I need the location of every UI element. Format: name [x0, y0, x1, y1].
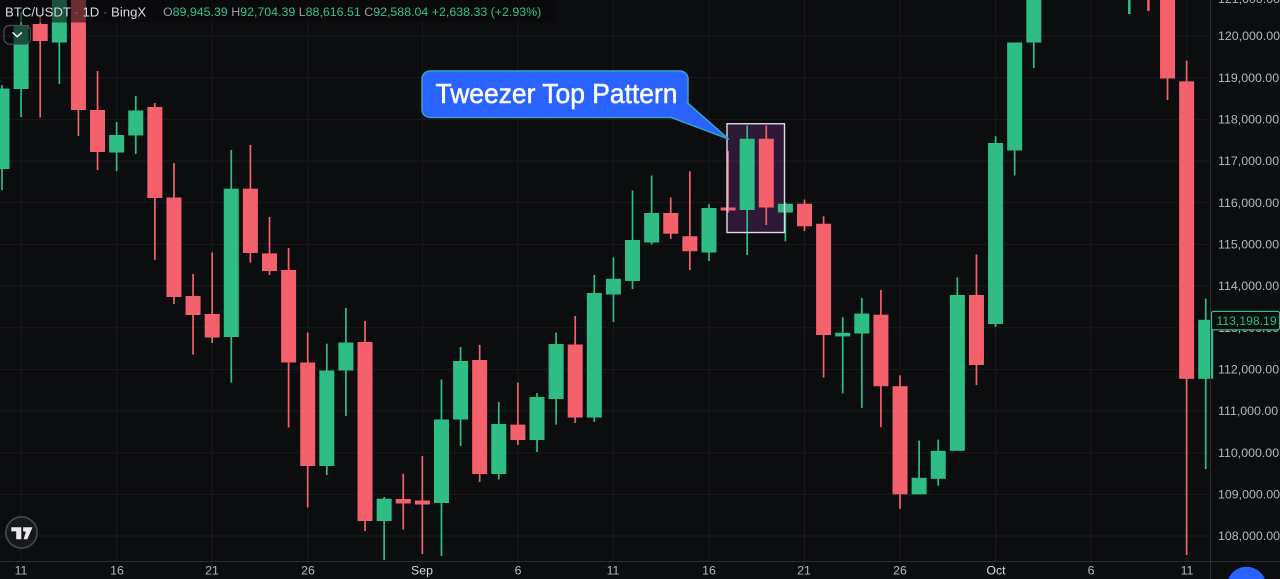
svg-text:Sep: Sep: [411, 564, 433, 578]
svg-text:119,000.00: 119,000.00: [1218, 71, 1279, 85]
svg-text:121,000.00: 121,000.00: [1218, 0, 1280, 2]
svg-text:117,000.00: 117,000.00: [1218, 154, 1279, 168]
svg-text:6: 6: [1088, 564, 1095, 578]
svg-text:16: 16: [110, 564, 124, 578]
svg-text:21: 21: [797, 564, 811, 578]
svg-text:118,000.00: 118,000.00: [1218, 113, 1279, 127]
svg-text:BTC/USDT · 1D · BingX: BTC/USDT · 1D · BingX: [5, 5, 146, 20]
svg-text:26: 26: [301, 564, 315, 578]
svg-text:6: 6: [515, 564, 522, 578]
svg-text:110,000.00: 110,000.00: [1218, 446, 1279, 460]
svg-text:11: 11: [15, 564, 28, 578]
svg-text:114,000.00: 114,000.00: [1218, 279, 1279, 293]
svg-text:111,000.00: 111,000.00: [1218, 404, 1278, 418]
svg-text:108,000.00: 108,000.00: [1218, 529, 1280, 543]
svg-text:11: 11: [1181, 564, 1194, 578]
svg-text:26: 26: [893, 564, 907, 578]
svg-text:16: 16: [702, 564, 716, 578]
svg-text:113,198.19: 113,198.19: [1217, 314, 1277, 328]
svg-text:11: 11: [607, 564, 620, 578]
svg-text:121,000.00: 121,000.00: [1218, 0, 1280, 6]
svg-text:Oct: Oct: [986, 564, 1006, 578]
svg-text:O89,945.39 H92,704.39 L88,616.: O89,945.39 H92,704.39 L88,616.51 C92,588…: [163, 5, 541, 19]
svg-text:120,000.00: 120,000.00: [1218, 29, 1280, 43]
svg-text:Tweezer Top Pattern: Tweezer Top Pattern: [436, 78, 678, 109]
svg-text:116,000.00: 116,000.00: [1218, 196, 1279, 210]
svg-text:115,000.00: 115,000.00: [1218, 238, 1279, 252]
svg-text:21: 21: [205, 564, 219, 578]
svg-text:109,000.00: 109,000.00: [1218, 488, 1280, 502]
svg-text:112,000.00: 112,000.00: [1218, 363, 1279, 377]
